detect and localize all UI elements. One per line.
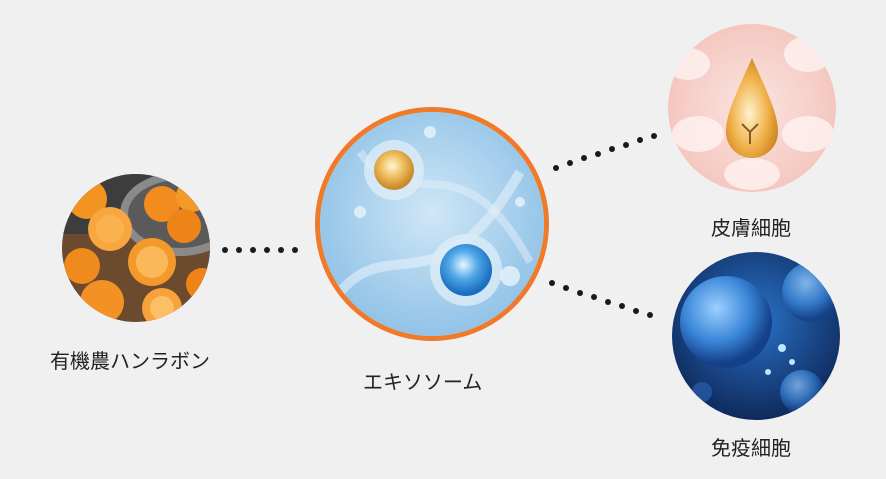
label-skin-cells: 皮膚細胞 — [711, 216, 791, 240]
label-immune-cells: 免疫細胞 — [711, 436, 791, 460]
immune-cells-image — [672, 252, 840, 420]
connector-center-topright — [553, 133, 657, 171]
connector-left-center — [222, 247, 298, 253]
skin-cells-image — [668, 24, 836, 192]
exosome-image — [315, 107, 549, 341]
oranges-image — [62, 174, 210, 322]
label-hallabong: 有機農ハンラボン — [50, 349, 210, 373]
connector-center-bottomright — [549, 280, 653, 318]
label-exosome: エキソソーム — [363, 370, 483, 394]
